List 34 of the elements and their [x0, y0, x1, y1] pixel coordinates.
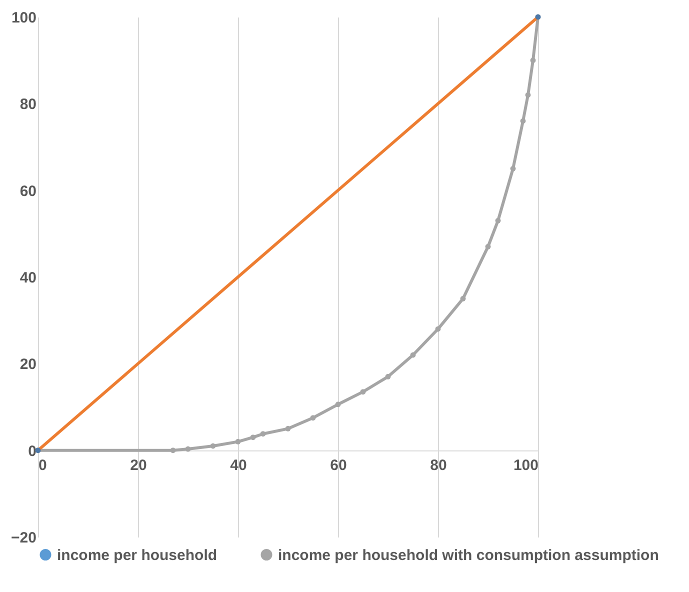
point: [385, 374, 391, 380]
point: [525, 92, 531, 98]
y-tick-label: 0: [28, 442, 36, 460]
x-tick-label: 60: [330, 456, 347, 474]
point: [410, 352, 416, 358]
point: [360, 389, 366, 395]
x-tick-label: 100: [513, 456, 538, 474]
x-tick-label: 40: [230, 456, 247, 474]
point: [310, 415, 316, 421]
point: [285, 426, 291, 432]
point: [495, 218, 501, 224]
point: [520, 118, 526, 124]
point: [510, 166, 516, 172]
y-tick-label: 60: [20, 182, 36, 200]
y-tick-label: −20: [11, 530, 36, 546]
legend-label: income per household with consumption assumption: [278, 546, 659, 564]
point: [235, 438, 241, 444]
point: [170, 448, 176, 454]
point: [485, 244, 491, 250]
point: [530, 58, 536, 64]
point: [250, 434, 256, 440]
point: [185, 446, 191, 452]
point: [260, 431, 266, 437]
y-tick-label: 80: [20, 96, 36, 114]
point: [210, 443, 216, 449]
point: [460, 296, 466, 302]
x-tick-label: 20: [130, 456, 147, 474]
y-tick-label: 100: [11, 10, 36, 26]
y-tick-label: 20: [20, 356, 36, 374]
point: [435, 326, 441, 332]
y-tick-label: 40: [20, 270, 36, 286]
x-tick-label: 80: [430, 456, 447, 474]
legend-label: income per household: [57, 546, 218, 564]
point: [335, 402, 341, 408]
